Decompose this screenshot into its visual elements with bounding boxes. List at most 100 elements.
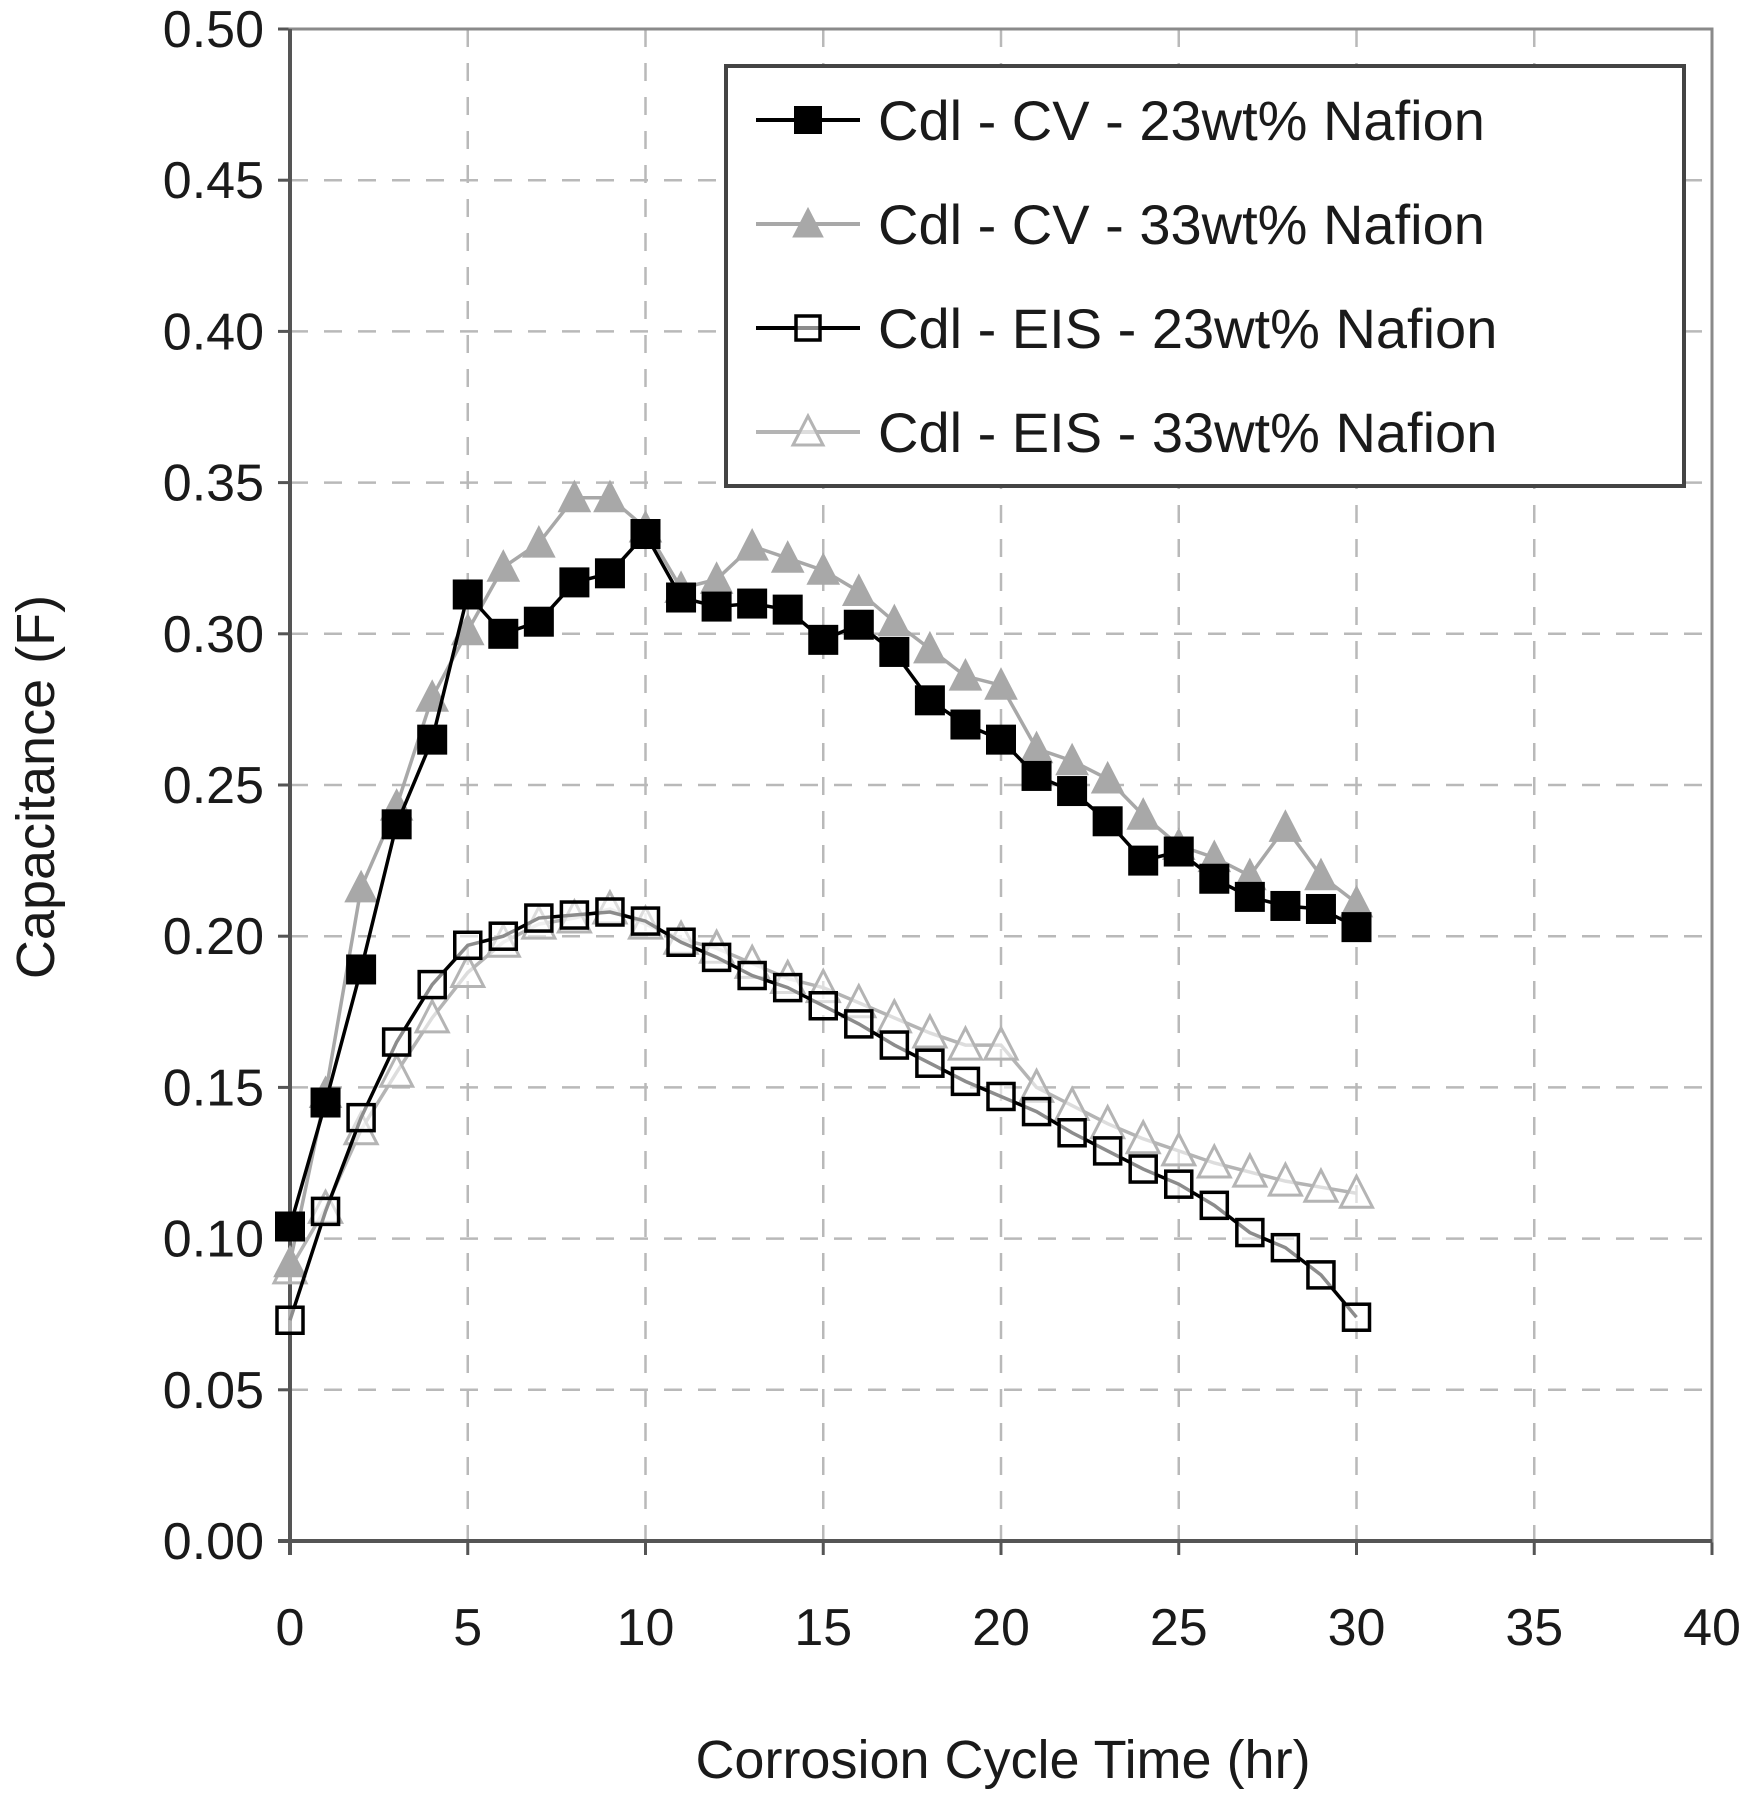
y-tick-label: 0.15 — [163, 1059, 264, 1117]
open-triangle-marker — [1266, 1160, 1304, 1197]
y-axis-label: Capacitance (F) — [6, 595, 66, 979]
open-triangle-marker — [911, 1012, 949, 1049]
open-square-marker — [275, 1305, 305, 1335]
open-square-marker — [346, 1102, 376, 1133]
axes — [278, 27, 1714, 1555]
filled-triangle-marker — [984, 667, 1018, 700]
filled-square-marker — [1234, 881, 1265, 912]
open-triangle-marker — [1338, 1172, 1375, 1209]
open-triangle-marker — [1302, 1166, 1340, 1203]
x-tick-label: 20 — [972, 1599, 1030, 1657]
filled-square-marker — [523, 606, 554, 637]
filled-square-marker — [488, 618, 519, 649]
open-square-marker — [310, 1196, 341, 1227]
filled-square-marker — [559, 567, 590, 598]
y-tick-label: 0.40 — [163, 303, 264, 361]
open-triangle-marker — [413, 997, 451, 1034]
filled-square-marker — [1341, 912, 1372, 943]
filled-triangle-marker — [913, 630, 947, 664]
filled-square-marker — [310, 1087, 341, 1118]
open-square-marker — [1270, 1232, 1301, 1263]
legend-box — [724, 64, 1686, 488]
legend-item: Cdl - CV - 33wt% Nafion — [756, 193, 1485, 256]
filled-square-marker — [346, 954, 377, 985]
open-square-marker — [595, 897, 625, 927]
open-square-marker — [453, 930, 483, 961]
y-tick-label: 0.45 — [163, 152, 264, 210]
filled-square-marker — [879, 636, 910, 667]
open-triangle-marker — [1089, 1103, 1127, 1140]
open-square-marker — [1306, 1260, 1336, 1290]
y-tick-label: 0.00 — [163, 1513, 264, 1571]
filled-triangle-marker — [770, 540, 805, 573]
filled-triangle-marker — [344, 869, 378, 903]
open-square-marker — [808, 991, 838, 1021]
open-square-marker — [1164, 1169, 1194, 1199]
legend-label: Cdl - EIS - 23wt% Nafion — [878, 297, 1497, 360]
x-tick-label: 0 — [276, 1599, 305, 1657]
open-square-marker — [630, 906, 661, 936]
filled-triangle-marker — [1268, 809, 1303, 842]
filled-square-marker — [914, 685, 945, 716]
filled-square-marker — [950, 709, 981, 740]
open-square-marker — [986, 1081, 1016, 1112]
x-tick-label: 35 — [1505, 1599, 1563, 1657]
filled-square-marker — [1057, 776, 1088, 807]
filled-triangle-marker — [1126, 797, 1161, 830]
filled-square-marker — [630, 519, 661, 550]
filled-square-marker — [275, 1211, 305, 1242]
filled-square-marker — [1128, 845, 1159, 876]
filled-square-marker — [1092, 806, 1123, 837]
legend-label: Cdl - CV - 33wt% Nafion — [878, 193, 1485, 256]
open-triangle-marker — [1124, 1118, 1162, 1155]
legend: Cdl - CV - 23wt% Nafion Cdl - CV - 33wt% … — [724, 64, 1686, 488]
filled-square-marker — [452, 579, 483, 610]
open-square-marker — [559, 900, 590, 930]
y-tick-label: 0.05 — [163, 1362, 264, 1420]
legend-label: Cdl - EIS - 33wt% Nafion — [878, 401, 1497, 464]
open-square-marker — [381, 1027, 412, 1057]
open-square-marker — [794, 314, 822, 342]
filled-square-marker — [1021, 760, 1052, 791]
y-tick-label: 0.30 — [163, 606, 264, 664]
open-square-marker — [488, 921, 519, 951]
filled-square-marker — [381, 809, 412, 840]
filled-triangle-marker — [806, 552, 841, 585]
x-tick-label: 30 — [1328, 1599, 1386, 1657]
open-square-marker — [417, 969, 447, 1000]
filled-triangle-marker — [1055, 742, 1089, 776]
filled-square-marker — [701, 591, 732, 622]
filled-square-marker — [1199, 863, 1230, 894]
filled-triangle-marker — [841, 573, 876, 606]
filled-square-marker — [986, 724, 1016, 755]
open-triangle-marker — [1160, 1130, 1198, 1167]
open-triangle-marker — [982, 1024, 1020, 1061]
legend-item: Cdl - EIS - 33wt% Nafion — [756, 401, 1497, 464]
open-square-marker — [1057, 1118, 1087, 1148]
x-tick-label: 5 — [453, 1599, 482, 1657]
series-cdl-eis-23wt-nafion — [275, 897, 1372, 1335]
filled-square-marker — [808, 624, 839, 655]
filled-square-marker — [772, 594, 803, 625]
x-axis-label: Corrosion Cycle Time (hr) — [695, 1730, 1310, 1790]
open-square-marker — [1235, 1217, 1265, 1248]
filled-triangle-marker — [792, 206, 824, 238]
open-square-marker — [1128, 1154, 1158, 1184]
filled-square-marker — [737, 588, 768, 619]
open-square-marker — [1021, 1096, 1052, 1127]
y-tick-labels: 0.00 0.05 0.10 0.15 0.20 0.25 0.30 0.35 0.40 0.45… — [163, 1, 264, 1571]
filled-triangle-marker — [735, 528, 769, 561]
y-tick-label: 0.20 — [163, 908, 264, 966]
series-cdl-cv-23wt-nafion — [275, 519, 1372, 1242]
open-square-marker — [879, 1030, 910, 1060]
open-square-marker — [701, 942, 732, 973]
filled-triangle-marker — [557, 479, 592, 513]
x-tick-label: 10 — [617, 1599, 675, 1657]
y-tick-label: 0.25 — [163, 757, 264, 815]
y-tick-label: 0.35 — [163, 455, 264, 513]
open-square-marker — [1199, 1190, 1230, 1221]
open-triangle-marker — [1195, 1142, 1233, 1179]
filled-triangle-marker — [593, 479, 627, 513]
open-square-marker — [524, 903, 554, 933]
